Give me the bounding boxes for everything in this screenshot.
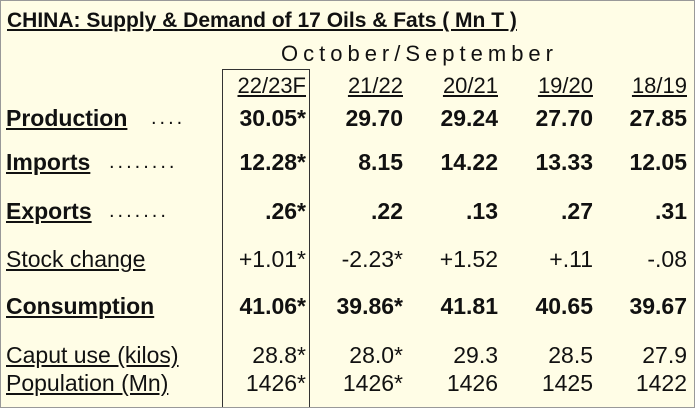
cell: 30.05* — [239, 105, 306, 131]
cell: 28.5 — [548, 342, 593, 368]
leader-dots: .... — [151, 107, 186, 129]
row-label: Stock change — [6, 246, 146, 272]
cell: 12.05 — [629, 149, 687, 175]
cell: .13 — [466, 198, 498, 224]
row-label: Exports — [6, 198, 92, 224]
cell: 39.67 — [629, 293, 687, 319]
cell: -2.23* — [341, 246, 403, 272]
cell: 41.81 — [440, 293, 498, 319]
column-highlight — [222, 69, 310, 407]
cell: 1426* — [245, 370, 306, 396]
row-label: Consumption — [6, 293, 155, 319]
cell: 28.8* — [252, 342, 306, 368]
cell: 39.86* — [336, 293, 403, 319]
cell: 1425 — [541, 370, 593, 396]
cell: -.08 — [647, 246, 687, 272]
cell: 8.15 — [358, 149, 403, 175]
cell: 1422 — [635, 370, 687, 396]
column-header: 20/21 — [442, 73, 498, 98]
cell: 13.33 — [535, 149, 593, 175]
cell: .27 — [561, 198, 593, 224]
leader-dots: ....... — [109, 200, 169, 222]
column-header: 21/22 — [347, 73, 403, 98]
cell: 28.0* — [349, 342, 403, 368]
cell: 27.85 — [629, 105, 687, 131]
cell: 29.3 — [453, 342, 498, 368]
cell: 27.9 — [642, 342, 687, 368]
cell: 27.70 — [535, 105, 593, 131]
column-header: 19/20 — [537, 73, 593, 98]
row-label: Population (Mn) — [6, 370, 169, 396]
cell: +1.01* — [238, 246, 306, 272]
column-header: 22/23F — [237, 73, 307, 98]
cell: 29.24 — [440, 105, 498, 131]
title: CHINA: Supply & Demand of 17 Oils & Fats… — [7, 9, 517, 32]
cell: 40.65 — [535, 293, 593, 319]
cell: +1.52 — [439, 246, 498, 272]
cell: 1426* — [342, 370, 403, 396]
cell: 14.22 — [440, 149, 498, 175]
cell: 41.06* — [239, 293, 306, 319]
subtitle: October/September — [281, 41, 558, 66]
row-label: Caput use (kilos) — [6, 342, 179, 368]
cell: .26* — [265, 198, 306, 224]
cell: 1426 — [446, 370, 498, 396]
row-label: Imports — [6, 149, 91, 175]
row-label: Production — [6, 105, 128, 131]
column-header: 18/19 — [631, 73, 687, 98]
cell: 29.70 — [345, 105, 403, 131]
cell: 12.28* — [239, 149, 306, 175]
leader-dots: ........ — [109, 151, 178, 173]
cell: .31 — [655, 198, 687, 224]
cell: +.11 — [549, 246, 593, 272]
cell: .22 — [371, 198, 403, 224]
